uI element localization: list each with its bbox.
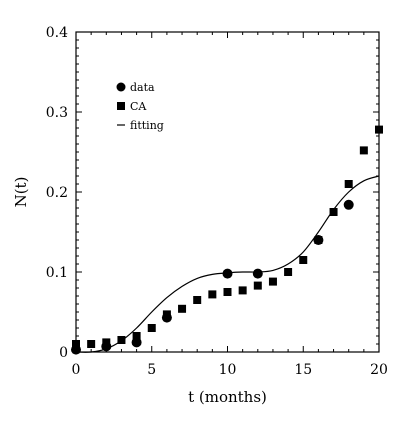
- data-point: [313, 235, 324, 245]
- ca-point: [223, 288, 232, 296]
- ca-point: [178, 304, 187, 313]
- legend-square-marker: [117, 102, 125, 110]
- y-tick-label: 0: [59, 345, 68, 361]
- ca-point: [238, 286, 247, 295]
- data-point: [161, 312, 172, 323]
- ca-point: [253, 281, 262, 290]
- legend-label-fitting: fitting: [130, 119, 164, 132]
- ca-point: [87, 340, 96, 348]
- x-tick-label: 10: [219, 362, 237, 378]
- data-point: [252, 268, 263, 279]
- data-point: [343, 199, 354, 210]
- x-tick-label: 20: [370, 362, 388, 378]
- x-tick-label: 5: [147, 362, 156, 378]
- plot-frame: [75, 31, 380, 353]
- y-tick-labels: 0 0.1 0.2 0.3 0.4: [46, 25, 68, 361]
- x-tick-label: 15: [294, 362, 312, 378]
- data-point: [131, 337, 142, 348]
- x-axis-label: t (months): [188, 388, 267, 406]
- ca-point: [147, 324, 156, 332]
- legend: data CA fitting: [116, 81, 164, 132]
- y-tick-label: 0.2: [46, 185, 68, 201]
- data-point: [101, 341, 112, 352]
- data-point: [71, 344, 81, 355]
- ca-point: [193, 296, 202, 304]
- data-point: [222, 268, 233, 279]
- tick-marks: [75, 31, 380, 353]
- ca-point: [72, 340, 80, 348]
- fitting-line: [75, 175, 380, 353]
- ca-point: [132, 332, 141, 340]
- y-tick-label: 0.3: [46, 105, 68, 121]
- ca-point: [208, 290, 217, 299]
- legend-label-data: data: [130, 81, 155, 94]
- ca-point: [117, 336, 126, 344]
- ca-point: [268, 277, 277, 286]
- x-tick-labels: 0 5 10 15 20: [72, 362, 388, 378]
- y-tick-label: 0.1: [46, 265, 68, 281]
- legend-label-ca: CA: [130, 100, 147, 113]
- data-marks: [71, 125, 383, 355]
- x-tick-label: 0: [72, 362, 81, 378]
- ca-point: [329, 208, 338, 216]
- ca-point: [375, 125, 383, 134]
- ca-point: [344, 180, 353, 188]
- ca-point: [284, 268, 293, 276]
- y-axis-label: N(t): [12, 177, 30, 208]
- y-tick-label: 0.4: [46, 25, 68, 41]
- legend-circle-marker: [116, 82, 126, 92]
- ca-point: [359, 146, 368, 155]
- ca-point: [299, 256, 308, 264]
